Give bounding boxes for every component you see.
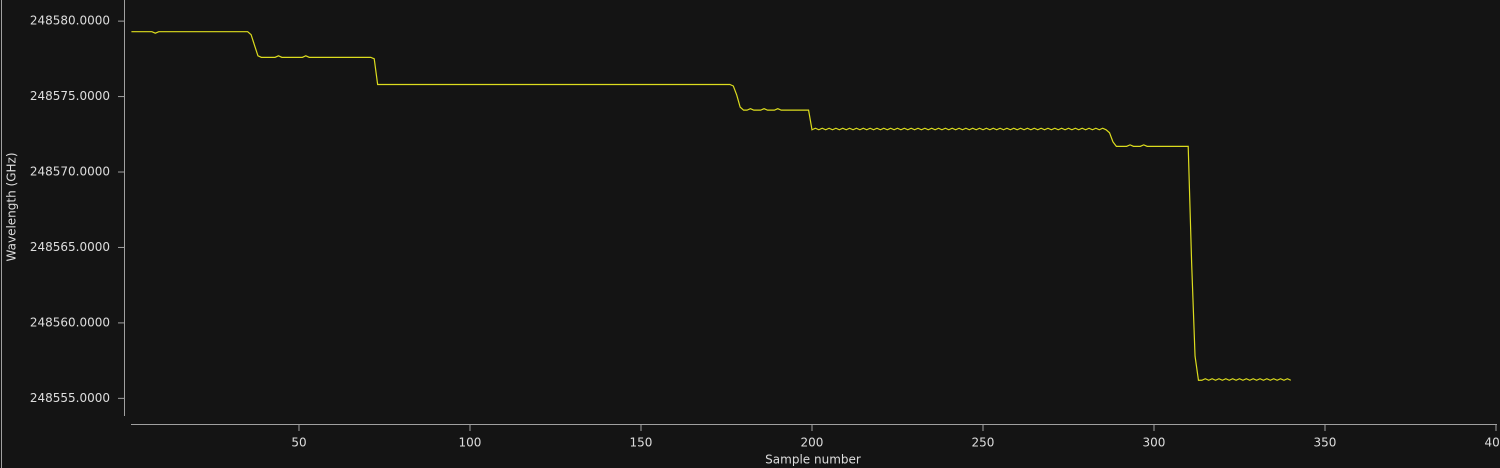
y-tick-label: 248580.0000 bbox=[30, 14, 110, 28]
x-tick-label: 50 bbox=[291, 436, 306, 450]
x-tick-label: 200 bbox=[801, 436, 824, 450]
x-tick-label: 400 bbox=[1485, 436, 1500, 450]
y-tick-label: 248565.0000 bbox=[30, 240, 110, 254]
x-axis-label: Sample number bbox=[765, 453, 861, 467]
y-tick-label: 248560.0000 bbox=[30, 315, 110, 329]
x-tick-label: 300 bbox=[1143, 436, 1166, 450]
data-line bbox=[131, 31, 1292, 381]
x-tick-label: 150 bbox=[630, 436, 653, 450]
y-tick-label: 248570.0000 bbox=[30, 165, 110, 179]
y-tick-label: 248555.0000 bbox=[30, 391, 110, 405]
x-tick-label: 100 bbox=[459, 436, 482, 450]
x-tick-label: 350 bbox=[1314, 436, 1337, 450]
x-tick-label: 250 bbox=[972, 436, 995, 450]
y-tick-label: 248575.0000 bbox=[30, 89, 110, 103]
y-axis-label: Wavelength (GHz) bbox=[5, 153, 19, 262]
